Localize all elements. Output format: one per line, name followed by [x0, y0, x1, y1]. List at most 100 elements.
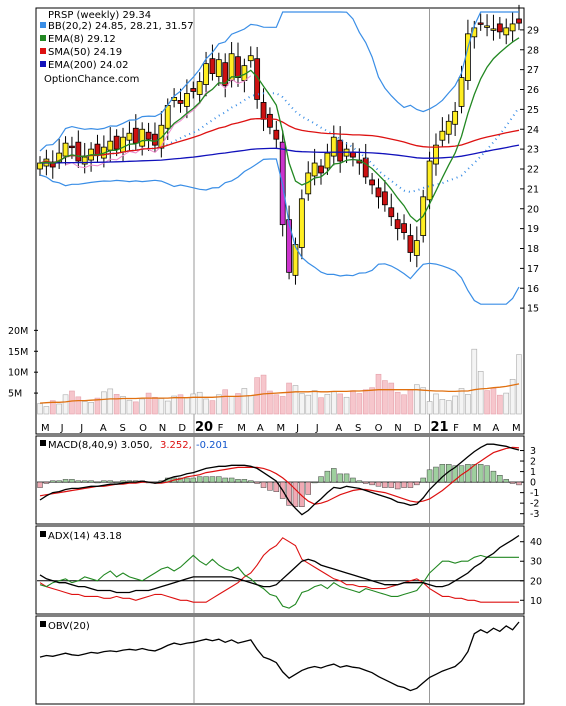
chart-title: PRSP (weekly) 29.34 [48, 10, 151, 21]
x-tick-label: J [315, 423, 319, 434]
adx-plus-di-line [39, 554, 519, 609]
legend-label-sma50: SMA(50) 24.19 [48, 47, 122, 58]
volume-bar [484, 390, 490, 415]
candle-body [388, 207, 395, 218]
legend-bb: BB(20,2) 24.85, 28.21, 31.57 [40, 21, 194, 32]
volume-bar [337, 393, 343, 415]
macd-histogram-bar [62, 479, 69, 483]
obv-line [39, 621, 520, 692]
volume-bar [164, 400, 171, 415]
macd-histogram-bar [311, 481, 318, 484]
volume-bar [388, 382, 395, 415]
price-y-tick-label: 24 [527, 125, 539, 136]
x-tick-label: M [41, 423, 50, 434]
volume-bar [158, 398, 165, 415]
legend-label-ema200: EMA(200) 24.02 [48, 60, 128, 71]
x-tick-label: A [100, 423, 107, 434]
volume-bar [75, 396, 82, 415]
adx-panel: 40 30 20 10 [37, 534, 542, 609]
macd-histogram-bar [394, 481, 401, 490]
price-panel-frame [35, 7, 525, 435]
volume-bar [382, 380, 388, 415]
legend-ema8: EMA(8) 29.12 [40, 34, 116, 45]
candle-body [362, 157, 369, 178]
macd-histogram-bar [184, 477, 190, 483]
watermark: OptionChance.com [44, 74, 139, 85]
volume-bar [401, 394, 407, 415]
volume-bar [43, 406, 50, 415]
volume-bar [133, 401, 139, 415]
volume-bar [369, 387, 375, 415]
volume-bar [407, 389, 414, 415]
volume-bar [286, 382, 292, 415]
x-tick-label: F [218, 423, 224, 434]
candle-body [107, 140, 114, 151]
price-y-tick-label: 16 [527, 284, 539, 295]
macd-histogram-bar [113, 481, 120, 484]
obv-panel [39, 621, 520, 692]
ema8-line [39, 37, 520, 223]
candle-body [62, 142, 69, 157]
candle-body [209, 58, 216, 74]
candle-body [433, 144, 439, 165]
volume-bar [62, 394, 69, 415]
candle-body [183, 93, 190, 107]
macd-histogram-bar [452, 465, 458, 483]
macd-histogram-bar [414, 481, 420, 486]
volume-bar [145, 392, 152, 415]
macd-histogram-bar [292, 481, 299, 507]
legend-swatch-bb [40, 22, 46, 28]
volume-bar [305, 394, 312, 415]
candle-body [490, 28, 497, 31]
volume-bar [477, 371, 484, 415]
macd-histogram-bar [337, 473, 343, 483]
macd-histogram-bar [318, 476, 324, 483]
volume-bar [509, 378, 516, 415]
legend-swatch-ema200 [40, 61, 46, 67]
candle-body [286, 219, 292, 273]
volume-bar [247, 395, 254, 415]
x-tick-label: A [257, 423, 264, 434]
volume-bar [490, 387, 497, 415]
price-y-tick-label: 27 [527, 65, 539, 76]
volume-bar [292, 385, 299, 415]
price-y-tick-label: 22 [527, 165, 539, 176]
candle-body [477, 22, 484, 25]
candle-body [298, 198, 305, 248]
candle-body [381, 191, 388, 206]
volume-bar [222, 389, 229, 415]
macd-histogram-bar [81, 480, 88, 483]
candle-body [113, 135, 120, 150]
macd-histogram-bar [388, 481, 395, 488]
macd-histogram-bar [350, 477, 356, 483]
legend-swatch-obv [40, 621, 46, 627]
macd-histogram-bar [331, 468, 337, 483]
candle-body [222, 62, 229, 86]
macd-histogram-bar [177, 477, 184, 483]
candle-body [337, 139, 344, 162]
x-tick-label: N [159, 423, 166, 434]
candle-body [247, 55, 254, 62]
x-tick-label: O [139, 423, 147, 434]
macd-histogram-bar [490, 470, 497, 483]
volume-bar [439, 399, 446, 415]
macd-histogram-bar [94, 481, 101, 484]
price-y-axis: 15 16 17 18 19 20 21 22 23 24 25 26 27 28 29 [520, 25, 539, 315]
price-y-tick-label: 29 [527, 25, 539, 36]
price-y-tick-label: 20 [527, 204, 539, 215]
macd-histogram-bar [465, 464, 471, 483]
volume-bar [330, 391, 337, 415]
candle-body [177, 100, 184, 104]
price-y-tick-label: 23 [527, 145, 539, 156]
volume-bar [471, 348, 478, 415]
volume-bar [273, 394, 280, 415]
macd-y-tick-label: 2 [530, 457, 536, 468]
macd-histogram-bar [107, 480, 114, 483]
x-tick-label: J [79, 423, 83, 434]
x-tick-label: S [355, 423, 361, 434]
volume-bars: 5M 10M 15M 20M [8, 326, 522, 415]
legend-ema200: EMA(200) 24.02 [40, 60, 128, 71]
volume-bar [311, 390, 318, 415]
candle-body [69, 145, 75, 149]
